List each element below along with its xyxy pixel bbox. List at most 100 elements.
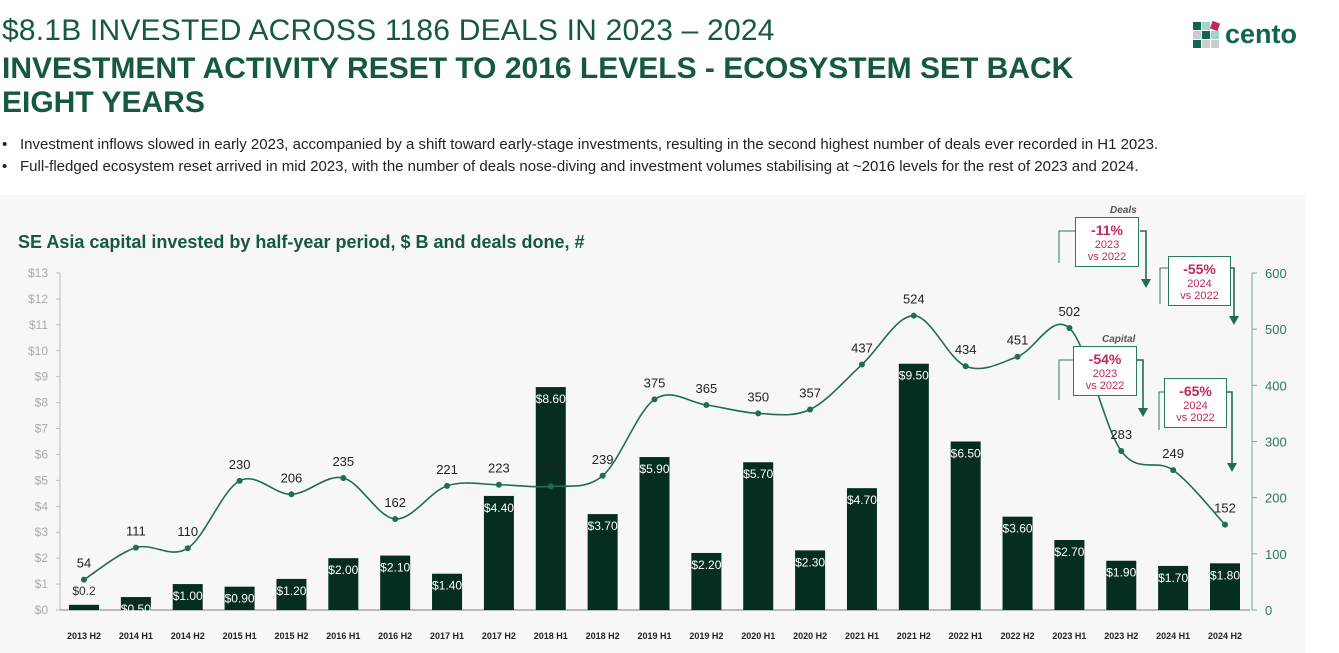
x-tick-label: 2021 H2 — [897, 631, 931, 641]
down-arrow-icon — [1137, 359, 1144, 409]
right-axis-tick-label: 0 — [1265, 603, 1272, 618]
bar-2014-H1 — [120, 597, 151, 610]
logo-mark-icon — [1193, 20, 1221, 48]
left-axis-tick-label: $5 — [35, 473, 49, 487]
x-tick-label: 2016 H2 — [378, 631, 412, 641]
deals-point — [444, 482, 451, 489]
bar-value-label: $8.60 — [536, 392, 566, 406]
bar-2023-H1 — [1054, 540, 1085, 610]
left-axis-tick-label: $8 — [35, 396, 49, 410]
x-tick-label: 2017 H2 — [482, 631, 516, 641]
bar-2024-H2 — [1210, 563, 1240, 610]
deals-point — [236, 477, 243, 484]
left-axis-tick-label: $4 — [35, 499, 49, 513]
compare: vs 2022 — [1176, 412, 1215, 424]
compare: vs 2022 — [1085, 380, 1125, 392]
deals-value-label: 451 — [1007, 333, 1029, 348]
bar-value-label: $0.90 — [225, 592, 255, 606]
left-axis-tick-label: $12 — [28, 292, 48, 306]
bar-value-label: $9.50 — [899, 369, 929, 383]
deals-label: Deals — [1110, 205, 1137, 216]
pct: -54% — [1088, 351, 1122, 367]
bar-value-label: $1.00 — [173, 589, 203, 603]
bar-value-label: $0.50 — [121, 602, 151, 616]
pct: -65% — [1179, 383, 1212, 399]
left-axis-tick-label: $11 — [29, 318, 48, 332]
cento-logo: cento — [1193, 19, 1297, 50]
x-tick-label: 2018 H2 — [586, 631, 620, 641]
left-axis-tick-label: $0 — [35, 603, 49, 617]
page-title: INVESTMENT ACTIVITY RESET TO 2016 LEVELS… — [2, 52, 1074, 119]
capital-2023-callout: -54% 2023 vs 2022 — [1073, 346, 1137, 396]
bar-value-label: $1.40 — [432, 579, 462, 593]
deals-value-label: 249 — [1162, 446, 1184, 461]
deals-2024-callout: -55% 2024 vs 2022 — [1168, 256, 1231, 306]
x-tick-label: 2021 H1 — [845, 631, 879, 641]
x-tick-label: 2022 H2 — [1001, 631, 1035, 641]
bar-2021-H1 — [846, 488, 877, 610]
deals-point — [1118, 448, 1125, 455]
deals-value-label: 111 — [126, 524, 146, 539]
x-tick-label: 2019 H1 — [637, 631, 671, 641]
capital-label: Capital — [1102, 334, 1136, 345]
bar-2019-H1 — [639, 457, 670, 610]
deals-point — [651, 396, 658, 403]
deals-point — [807, 406, 814, 413]
year: 2024 — [1183, 400, 1208, 412]
bar-value-label: $5.70 — [743, 467, 773, 481]
deals-value-label: 350 — [747, 389, 769, 404]
bar-value-label: $2.70 — [1054, 545, 1084, 559]
compare: vs 2022 — [1087, 251, 1127, 263]
bar-2022-H2 — [1002, 516, 1033, 610]
arrowhead-icon — [1138, 408, 1148, 417]
year: 2024 — [1187, 278, 1212, 290]
deals-value-label: 152 — [1214, 501, 1236, 516]
x-tick-label: 2019 H2 — [689, 631, 723, 641]
bar-value-label: $1.90 — [1106, 566, 1136, 580]
bar-value-label: $6.50 — [951, 447, 981, 461]
deals-value-label: 54 — [77, 556, 91, 571]
pct: -11% — [1091, 222, 1123, 238]
pct: -55% — [1183, 261, 1216, 277]
x-tick-label: 2018 H1 — [534, 631, 568, 641]
deals-value-label: 524 — [903, 292, 925, 307]
deals-point — [288, 491, 295, 498]
x-tick-label: 2016 H1 — [326, 631, 360, 641]
bar-2020-H2 — [795, 550, 826, 610]
right-axis-tick-label: 200 — [1265, 491, 1287, 506]
bar-value-label: $1.80 — [1210, 568, 1240, 582]
deals-value-label: 221 — [436, 462, 458, 477]
bar-2017-H2 — [483, 495, 514, 610]
deals-point — [184, 545, 191, 552]
x-tick-label: 2014 H2 — [171, 631, 205, 641]
deals-value-label: 375 — [644, 375, 666, 390]
bar-value-label: $4.70 — [847, 493, 877, 507]
bar-2018-H2 — [587, 514, 618, 610]
x-tick-label: 2015 H2 — [274, 631, 308, 641]
x-tick-label: 2013 H2 — [67, 631, 101, 641]
bar-2020-H1 — [743, 462, 774, 610]
right-axis-tick-label: 500 — [1265, 322, 1287, 337]
x-tick-label: 2023 H2 — [1104, 631, 1138, 641]
deals-point — [132, 544, 139, 551]
right-axis-tick-label: 300 — [1265, 435, 1287, 450]
left-axis-tick-label: $1 — [35, 577, 49, 591]
arrowhead-icon — [1229, 316, 1239, 325]
deals-point — [1066, 325, 1073, 332]
year: 2023 — [1094, 239, 1120, 251]
deals-point — [81, 576, 87, 583]
deals-point — [1014, 353, 1021, 360]
deals-value-label: 235 — [332, 454, 354, 469]
deals-point — [392, 516, 399, 523]
bar-2018-H1 — [535, 387, 566, 610]
deals-line — [83, 314, 1226, 581]
arrowhead-icon — [1141, 279, 1151, 288]
capital-2024-callout: -65% 2024 vs 2022 — [1164, 378, 1227, 428]
deals-point — [599, 472, 606, 479]
right-axis-tick-label: 100 — [1265, 547, 1287, 562]
deals-point — [547, 483, 554, 490]
left-axis-tick-label: $3 — [35, 525, 49, 539]
deals-value-label: 110 — [177, 524, 198, 539]
bar-value-label: $4.40 — [484, 501, 514, 515]
